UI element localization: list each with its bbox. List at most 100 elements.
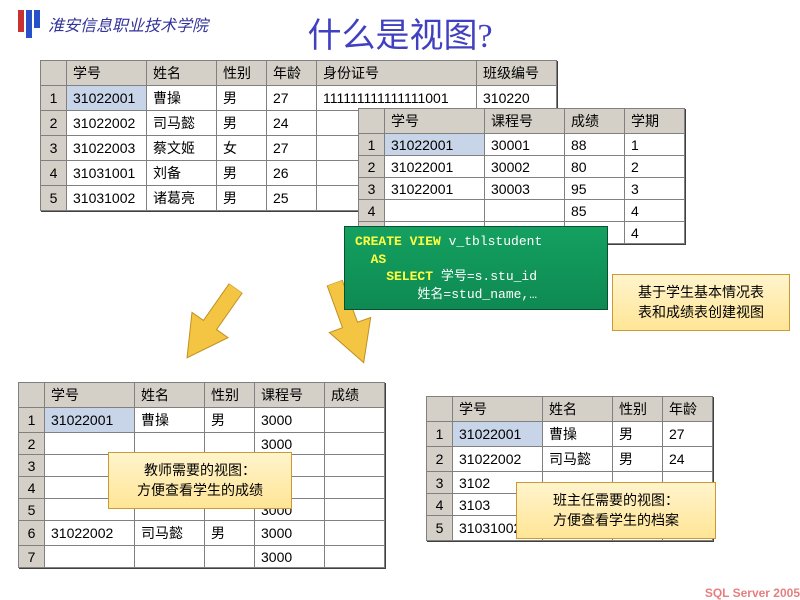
- row-number[interactable]: 2: [427, 447, 453, 472]
- col-header[interactable]: 年龄: [267, 61, 317, 86]
- cell[interactable]: 3000: [255, 546, 325, 568]
- row-number[interactable]: 3: [19, 455, 45, 477]
- cell[interactable]: 曹操: [147, 86, 217, 111]
- cell[interactable]: 男: [205, 408, 255, 433]
- col-header[interactable]: 身份证号: [317, 61, 477, 86]
- cell[interactable]: 刘备: [147, 161, 217, 186]
- col-header[interactable]: 学号: [385, 109, 485, 134]
- cell[interactable]: 司马懿: [543, 447, 613, 472]
- row-number[interactable]: 1: [359, 134, 385, 156]
- cell[interactable]: [325, 521, 385, 546]
- cell[interactable]: 27: [267, 136, 317, 161]
- cell[interactable]: [485, 200, 565, 222]
- row-number[interactable]: 3: [359, 178, 385, 200]
- cell[interactable]: 30001: [485, 134, 565, 156]
- col-header[interactable]: 学号: [453, 397, 543, 422]
- cell[interactable]: 31022001: [67, 86, 147, 111]
- row-number[interactable]: 5: [41, 186, 67, 211]
- cell[interactable]: 31022002: [45, 521, 135, 546]
- cell[interactable]: 曹操: [135, 408, 205, 433]
- row-number[interactable]: 3: [41, 136, 67, 161]
- cell[interactable]: [325, 408, 385, 433]
- row-number[interactable]: 2: [19, 433, 45, 455]
- row-number[interactable]: 5: [19, 499, 45, 521]
- cell[interactable]: 310220: [477, 86, 557, 111]
- col-header[interactable]: 学号: [45, 383, 135, 408]
- cell[interactable]: 27: [267, 86, 317, 111]
- cell[interactable]: [325, 455, 385, 477]
- cell[interactable]: [325, 477, 385, 499]
- grid-scores[interactable]: 学号课程号成绩学期1310220013000188123102200130002…: [358, 108, 685, 244]
- row-number[interactable]: 1: [41, 86, 67, 111]
- cell[interactable]: 80: [565, 156, 625, 178]
- col-header[interactable]: 班级编号: [477, 61, 557, 86]
- cell[interactable]: 2: [625, 156, 685, 178]
- cell[interactable]: 31022001: [385, 156, 485, 178]
- col-header[interactable]: 性别: [217, 61, 267, 86]
- cell[interactable]: 24: [663, 447, 713, 472]
- cell[interactable]: 男: [217, 161, 267, 186]
- cell[interactable]: [45, 546, 135, 568]
- cell[interactable]: 男: [613, 422, 663, 447]
- row-number[interactable]: 1: [427, 422, 453, 447]
- col-header[interactable]: 成绩: [565, 109, 625, 134]
- row-number[interactable]: 1: [19, 408, 45, 433]
- cell[interactable]: 女: [217, 136, 267, 161]
- col-header[interactable]: 姓名: [147, 61, 217, 86]
- cell[interactable]: 男: [217, 111, 267, 136]
- cell[interactable]: [135, 546, 205, 568]
- cell[interactable]: 31022002: [453, 447, 543, 472]
- cell[interactable]: 蔡文姬: [147, 136, 217, 161]
- cell[interactable]: 4: [625, 200, 685, 222]
- cell[interactable]: 26: [267, 161, 317, 186]
- cell[interactable]: [205, 546, 255, 568]
- cell[interactable]: 31022002: [67, 111, 147, 136]
- cell[interactable]: 司马懿: [147, 111, 217, 136]
- row-number[interactable]: 4: [359, 200, 385, 222]
- cell[interactable]: 男: [205, 521, 255, 546]
- row-number[interactable]: 2: [359, 156, 385, 178]
- cell[interactable]: 27: [663, 422, 713, 447]
- cell[interactable]: 30002: [485, 156, 565, 178]
- col-header[interactable]: 课程号: [255, 383, 325, 408]
- col-header[interactable]: 学号: [67, 61, 147, 86]
- cell[interactable]: 30003: [485, 178, 565, 200]
- cell[interactable]: 3: [625, 178, 685, 200]
- cell[interactable]: 31022001: [45, 408, 135, 433]
- cell[interactable]: 88: [565, 134, 625, 156]
- row-number[interactable]: 7: [19, 546, 45, 568]
- col-header[interactable]: 姓名: [135, 383, 205, 408]
- col-header[interactable]: 课程号: [485, 109, 565, 134]
- cell[interactable]: 31022001: [385, 178, 485, 200]
- col-header[interactable]: 学期: [625, 109, 685, 134]
- cell[interactable]: [385, 200, 485, 222]
- cell[interactable]: 男: [217, 86, 267, 111]
- cell[interactable]: 男: [217, 186, 267, 211]
- row-number[interactable]: 5: [427, 516, 453, 541]
- row-number[interactable]: 2: [41, 111, 67, 136]
- row-number[interactable]: 4: [41, 161, 67, 186]
- cell[interactable]: [325, 546, 385, 568]
- cell[interactable]: 曹操: [543, 422, 613, 447]
- col-header[interactable]: 性别: [205, 383, 255, 408]
- col-header[interactable]: 年龄: [663, 397, 713, 422]
- cell[interactable]: 31031002: [67, 186, 147, 211]
- cell[interactable]: 男: [613, 447, 663, 472]
- cell[interactable]: 3000: [255, 408, 325, 433]
- col-header[interactable]: 姓名: [543, 397, 613, 422]
- cell[interactable]: 诸葛亮: [147, 186, 217, 211]
- row-number[interactable]: 6: [19, 521, 45, 546]
- col-header[interactable]: 成绩: [325, 383, 385, 408]
- cell[interactable]: [325, 499, 385, 521]
- cell[interactable]: 111111111111111001: [317, 86, 477, 111]
- cell[interactable]: 31031001: [67, 161, 147, 186]
- cell[interactable]: [325, 433, 385, 455]
- col-header[interactable]: 性别: [613, 397, 663, 422]
- cell[interactable]: 85: [565, 200, 625, 222]
- cell[interactable]: 1: [625, 134, 685, 156]
- row-number[interactable]: 4: [19, 477, 45, 499]
- cell[interactable]: 25: [267, 186, 317, 211]
- row-number[interactable]: 4: [427, 494, 453, 516]
- cell[interactable]: 24: [267, 111, 317, 136]
- cell[interactable]: 31022001: [453, 422, 543, 447]
